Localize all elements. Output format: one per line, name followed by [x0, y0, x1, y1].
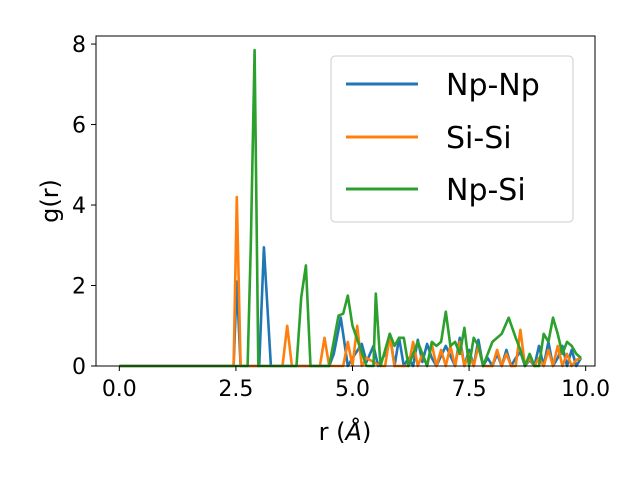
- y-tick-label-0: 0: [72, 355, 86, 380]
- x-tick-label-0: 0.0: [102, 377, 137, 402]
- legend-box: [330, 55, 574, 223]
- plot-frame: [95, 35, 596, 367]
- x-axis: 0.0 2.5 5.0 7.5 10.0: [102, 366, 610, 402]
- y-axis: 0 2 4 6 8: [72, 33, 96, 380]
- legend-label-si-si: Si-Si: [446, 121, 512, 156]
- x-tick-label-3: 7.5: [452, 377, 487, 402]
- y-tick-label-1: 2: [72, 275, 86, 300]
- x-axis-label-unit: Å: [344, 417, 362, 446]
- x-axis-label: r (Å): [319, 417, 372, 446]
- x-axis-label-text: r (: [319, 418, 346, 446]
- legend: Np-Np Si-Si Np-Si: [330, 55, 574, 223]
- y-axis-label: g(r): [36, 179, 64, 223]
- legend-label-np-np: Np-Np: [446, 68, 540, 103]
- x-tick-label-4: 10.0: [561, 377, 610, 402]
- legend-label-np-si: Np-Si: [446, 173, 526, 208]
- y-tick-label-4: 8: [72, 33, 86, 58]
- x-tick-label-1: 2.5: [218, 377, 253, 402]
- y-tick-label-2: 4: [72, 194, 86, 219]
- x-axis-label-close: ): [362, 418, 371, 446]
- x-tick-label-2: 5.0: [335, 377, 370, 402]
- y-tick-label-3: 6: [72, 114, 86, 139]
